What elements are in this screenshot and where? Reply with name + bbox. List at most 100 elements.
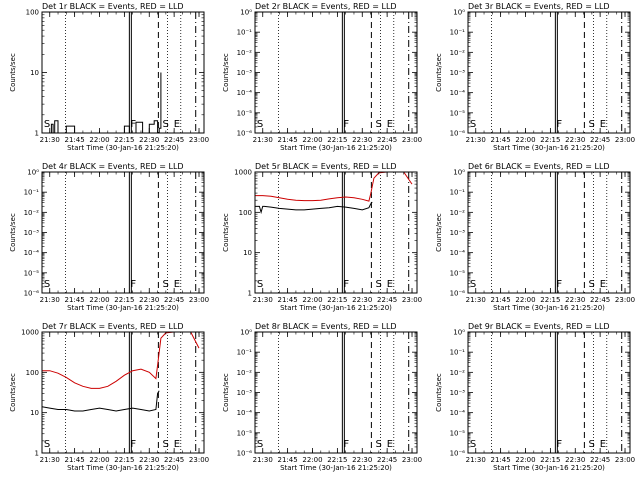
y-tick-label: 10⁻²: [450, 369, 466, 377]
x-tick-label: 22:15: [114, 296, 134, 304]
x-tick-label: 21:45: [491, 456, 511, 464]
y-tick-label: 100: [26, 9, 39, 17]
x-tick-label: 22:30: [139, 456, 159, 464]
x-tick-label: 23:00: [615, 136, 635, 144]
x-tick-label: 23:00: [615, 296, 635, 304]
y-tick-label: 10⁻³: [450, 389, 466, 397]
y-tick-label: 10⁻¹: [24, 189, 40, 197]
x-tick-label: 22:00: [302, 456, 322, 464]
event-marker: S: [376, 119, 382, 130]
x-tick-label: 21:30: [40, 296, 60, 304]
y-tick-label: 10⁻⁵: [450, 429, 466, 437]
x-tick-label: 22:30: [139, 136, 159, 144]
y-tick-label: 10⁻¹: [237, 349, 253, 357]
y-tick-label: 10⁻²: [237, 369, 253, 377]
x-tick-label: 22:00: [515, 136, 535, 144]
event-marker: S: [163, 119, 169, 130]
y-tick-label: 10⁰: [453, 329, 465, 337]
y-axis-label: Counts/sec: [435, 213, 443, 252]
x-tick-label: 23:00: [189, 136, 209, 144]
x-tick-label: 21:45: [278, 136, 298, 144]
y-tick-label: 10⁻²: [450, 209, 466, 217]
y-tick-label: 10⁰: [240, 329, 252, 337]
x-tick-label: 22:00: [89, 136, 109, 144]
x-tick-label: 21:45: [491, 136, 511, 144]
event-lines: [491, 172, 623, 293]
x-tick-label: 23:00: [402, 296, 422, 304]
event-marker: E: [174, 279, 180, 290]
events-series-line: [42, 390, 160, 412]
y-tick-label: 10⁻⁵: [450, 269, 466, 277]
event-marker: F: [130, 279, 136, 290]
x-tick-label: 21:30: [466, 296, 486, 304]
y-tick-label: 100: [239, 209, 252, 217]
x-tick-label: 22:30: [565, 456, 585, 464]
plot-frame: [254, 11, 418, 134]
x-tick-label: 21:30: [253, 136, 273, 144]
x-axis-label: Start Time (30-Jan-16 21:25:20): [493, 304, 605, 312]
x-tick-label: 22:00: [302, 136, 322, 144]
event-marker: S: [163, 279, 169, 290]
x-tick-label: 21:45: [65, 456, 85, 464]
x-tick-label: 22:00: [515, 296, 535, 304]
y-tick-label: 10⁻⁴: [237, 409, 253, 417]
y-tick-label: 10⁻²: [450, 49, 466, 57]
event-marker: S: [44, 439, 50, 450]
y-tick-label: 10: [30, 69, 39, 77]
lld-series-line: [42, 332, 200, 389]
x-tick-label: 23:00: [615, 456, 635, 464]
event-marker: F: [343, 119, 349, 130]
x-tick-label: 21:45: [65, 296, 85, 304]
event-marker: S: [257, 439, 263, 450]
y-tick-label: 10⁻¹: [450, 189, 466, 197]
event-marker: E: [600, 119, 606, 130]
x-tick-label: 22:15: [540, 456, 560, 464]
events-series-line: [42, 72, 162, 133]
event-marker: E: [600, 439, 606, 450]
event-marker: E: [387, 279, 393, 290]
y-tick-label: 10⁻³: [24, 229, 40, 237]
x-tick-label: 22:00: [515, 456, 535, 464]
event-marker: E: [174, 439, 180, 450]
plot-frame: [467, 11, 631, 134]
event-lines: [278, 12, 410, 133]
event-marker: E: [600, 279, 606, 290]
y-tick-label: 10⁰: [453, 9, 465, 17]
x-tick-label: 22:15: [327, 456, 347, 464]
y-tick-label: 10⁻⁵: [237, 429, 253, 437]
event-marker: E: [174, 119, 180, 130]
y-tick-label: 1: [35, 450, 39, 458]
event-marker: S: [44, 279, 50, 290]
event-marker: S: [163, 439, 169, 450]
events-series-line: [255, 201, 373, 215]
event-marker: S: [44, 119, 50, 130]
x-tick-label: 22:45: [377, 456, 397, 464]
x-tick-label: 22:30: [352, 136, 372, 144]
event-marker: F: [343, 439, 349, 450]
event-lines: [65, 332, 197, 453]
y-axis-label: Counts/sec: [222, 373, 230, 412]
y-tick-label: 10⁻³: [450, 69, 466, 77]
x-tick-label: 21:30: [466, 136, 486, 144]
plot-frame: [467, 331, 631, 454]
event-lines: [491, 332, 623, 453]
y-tick-label: 10⁻⁶: [237, 130, 253, 138]
x-tick-label: 22:45: [590, 296, 610, 304]
x-tick-label: 22:30: [565, 296, 585, 304]
x-tick-label: 21:30: [466, 456, 486, 464]
x-tick-label: 22:30: [139, 296, 159, 304]
event-marker: S: [376, 439, 382, 450]
y-tick-label: 10⁻⁵: [450, 109, 466, 117]
y-tick-label: 1000: [21, 329, 39, 337]
x-tick-label: 22:45: [377, 296, 397, 304]
panel-title: Det 8r BLACK = Events, RED = LLD: [255, 322, 397, 331]
event-marker: S: [589, 119, 595, 130]
panel-title: Det 9r BLACK = Events, RED = LLD: [468, 322, 610, 331]
panel-title: Det 1r BLACK = Events, RED = LLD: [42, 2, 184, 11]
